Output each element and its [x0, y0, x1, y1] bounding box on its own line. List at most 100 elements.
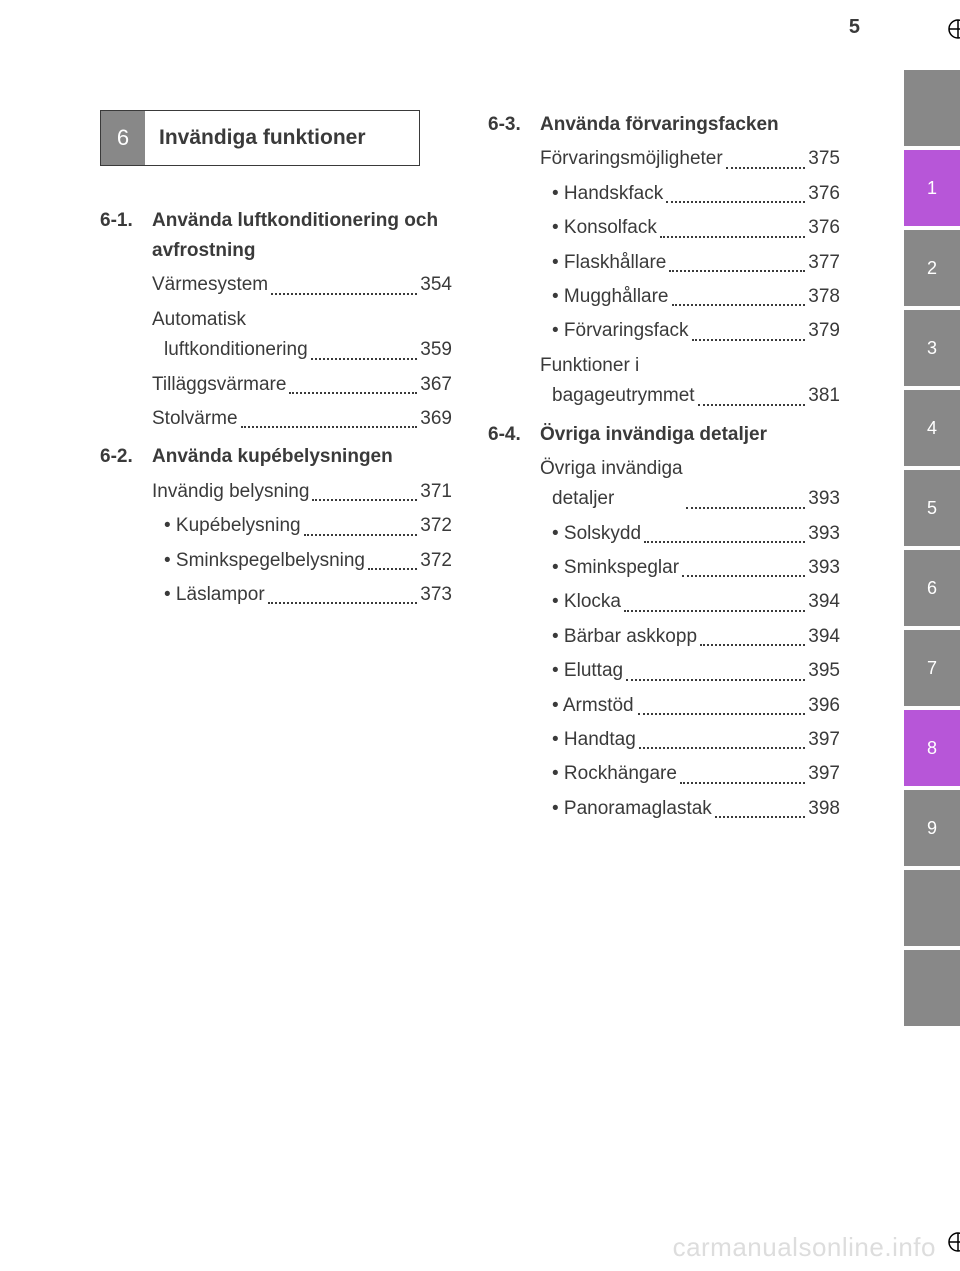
chapter-tab[interactable]: 7 [904, 630, 960, 706]
toc-entry[interactable]: • Sminkspeglar 393 [540, 553, 840, 583]
leader-dots [626, 679, 805, 681]
toc-entry[interactable]: • Solskydd393 [540, 519, 840, 549]
entry-page: 397 [808, 759, 840, 789]
chapter-tabs: 123456789 [904, 70, 960, 1030]
leader-dots [311, 358, 418, 360]
chapter-tab[interactable]: 9 [904, 790, 960, 866]
section-heading: 6-2.Använda kupébelysningen [100, 442, 452, 472]
entry-page: 376 [808, 179, 840, 209]
toc-entry[interactable]: • Bärbar askkopp 394 [540, 622, 840, 652]
entry-label: • Rockhängare [540, 759, 677, 789]
section-entries: Värmesystem354 Automatiskluftkonditioneri… [152, 270, 452, 434]
chapter-tab[interactable]: 5 [904, 470, 960, 546]
chapter-number: 6 [101, 111, 145, 165]
leader-dots [672, 304, 806, 306]
entry-page: 395 [808, 656, 840, 686]
entry-page: 393 [808, 553, 840, 583]
toc-entry[interactable]: • Klocka394 [540, 587, 840, 617]
leader-dots [639, 747, 805, 749]
leader-dots [241, 426, 418, 428]
entry-page: 371 [420, 477, 452, 507]
toc-entry[interactable]: • Konsolfack376 [540, 213, 840, 243]
section-entries: Förvaringsmöjligheter375 • Handskfack376 •… [540, 144, 840, 411]
chapter-tab[interactable]: 3 [904, 310, 960, 386]
crop-mark-icon [938, 1231, 960, 1253]
toc-entry[interactable]: • Handskfack376 [540, 179, 840, 209]
toc-entry[interactable]: Förvaringsmöjligheter375 [540, 144, 840, 174]
chapter-tab[interactable]: 1 [904, 150, 960, 226]
section-title: Använda förvaringsfacken [540, 110, 840, 140]
leader-dots [312, 499, 417, 501]
entry-page: 373 [420, 580, 452, 610]
section-title: Använda luftkonditionering och avfrostni… [152, 206, 452, 267]
toc-entry[interactable]: • Läslampor373 [152, 580, 452, 610]
page-number: 5 [849, 16, 860, 39]
section-title: Använda kupébelysningen [152, 442, 452, 472]
leader-dots [289, 392, 417, 394]
chapter-tab[interactable] [904, 870, 960, 946]
entry-label: • Bärbar askkopp [540, 622, 697, 652]
chapter-tab[interactable] [904, 950, 960, 1026]
leader-dots [682, 575, 805, 577]
leader-dots [624, 610, 805, 612]
crop-mark-icon [0, 635, 10, 657]
section-entries: Invändig belysning 371 • Kupébelysning372 •… [152, 477, 452, 611]
entry-page: 394 [808, 622, 840, 652]
entry-label: Stolvärme [152, 404, 238, 434]
section-entries: Övriga invändigadetaljer393• Solskydd393… [540, 454, 840, 824]
toc-entry[interactable]: • Mugghållare378 [540, 282, 840, 312]
entry-page: 377 [808, 248, 840, 278]
entry-label: Värmesystem [152, 270, 268, 300]
entry-label: • Förvaringsfack [540, 316, 689, 346]
toc-entry[interactable]: • Sminkspegelbelysning372 [152, 546, 452, 576]
entry-label: • Konsolfack [540, 213, 657, 243]
crop-mark-icon [938, 18, 960, 40]
entry-page: 367 [420, 370, 452, 400]
leader-dots [686, 507, 806, 509]
toc-section: 6-4.Övriga invändiga detaljer Övriga invä… [488, 420, 840, 825]
chapter-tab[interactable]: 6 [904, 550, 960, 626]
chapter-tab[interactable]: 2 [904, 230, 960, 306]
section-title: Övriga invändiga detaljer [540, 420, 840, 450]
chapter-tab[interactable] [904, 70, 960, 146]
section-number: 6-4. [488, 420, 540, 450]
toc-entry[interactable]: • Armstöd 396 [540, 691, 840, 721]
entry-label: Tilläggsvärmare [152, 370, 286, 400]
toc-column-left: 6 Invändiga funktioner 6-1.Använda luftk… [100, 110, 452, 832]
toc-entry[interactable]: Tilläggsvärmare 367 [152, 370, 452, 400]
section-number: 6-3. [488, 110, 540, 140]
toc-column-right: 6-3.Använda förvaringsfacken Förvaringsmö… [488, 110, 840, 832]
entry-label: Funktioner ibagageutrymmet [540, 351, 695, 412]
leader-dots [660, 236, 805, 238]
entry-label: • Solskydd [540, 519, 641, 549]
toc-entry[interactable]: Automatiskluftkonditionering359 [152, 305, 452, 366]
entry-label: • Sminkspeglar [540, 553, 679, 583]
entry-page: 397 [808, 725, 840, 755]
entry-label: • Armstöd [540, 691, 635, 721]
entry-label: Invändig belysning [152, 477, 309, 507]
toc-entry[interactable]: Funktioner ibagageutrymmet381 [540, 351, 840, 412]
toc-entry[interactable]: • Eluttag395 [540, 656, 840, 686]
toc-entry[interactable]: • Kupébelysning372 [152, 511, 452, 541]
toc-entry[interactable]: • Förvaringsfack 379 [540, 316, 840, 346]
chapter-tab[interactable]: 8 [904, 710, 960, 786]
toc-entry[interactable]: • Rockhängare 397 [540, 759, 840, 789]
entry-page: 372 [420, 546, 452, 576]
toc-entry[interactable]: Stolvärme 369 [152, 404, 452, 434]
toc-entry[interactable]: Övriga invändigadetaljer393 [540, 454, 840, 515]
watermark: carmanualsonline.info [673, 1232, 936, 1263]
entry-page: 396 [808, 691, 840, 721]
entry-page: 379 [808, 316, 840, 346]
leader-dots [680, 782, 805, 784]
entry-page: 378 [808, 282, 840, 312]
toc-entry[interactable]: Värmesystem354 [152, 270, 452, 300]
entry-page: 369 [420, 404, 452, 434]
chapter-tab[interactable]: 4 [904, 390, 960, 466]
toc-entry[interactable]: Invändig belysning 371 [152, 477, 452, 507]
toc-entry[interactable]: • Flaskhållare377 [540, 248, 840, 278]
entry-label: • Klocka [540, 587, 621, 617]
toc-entry[interactable]: • Panoramaglastak398 [540, 794, 840, 824]
toc-entry[interactable]: • Handtag397 [540, 725, 840, 755]
toc-section: 6-1.Använda luftkonditionering och avfro… [100, 206, 452, 435]
entry-label: Övriga invändigadetaljer [540, 454, 683, 515]
